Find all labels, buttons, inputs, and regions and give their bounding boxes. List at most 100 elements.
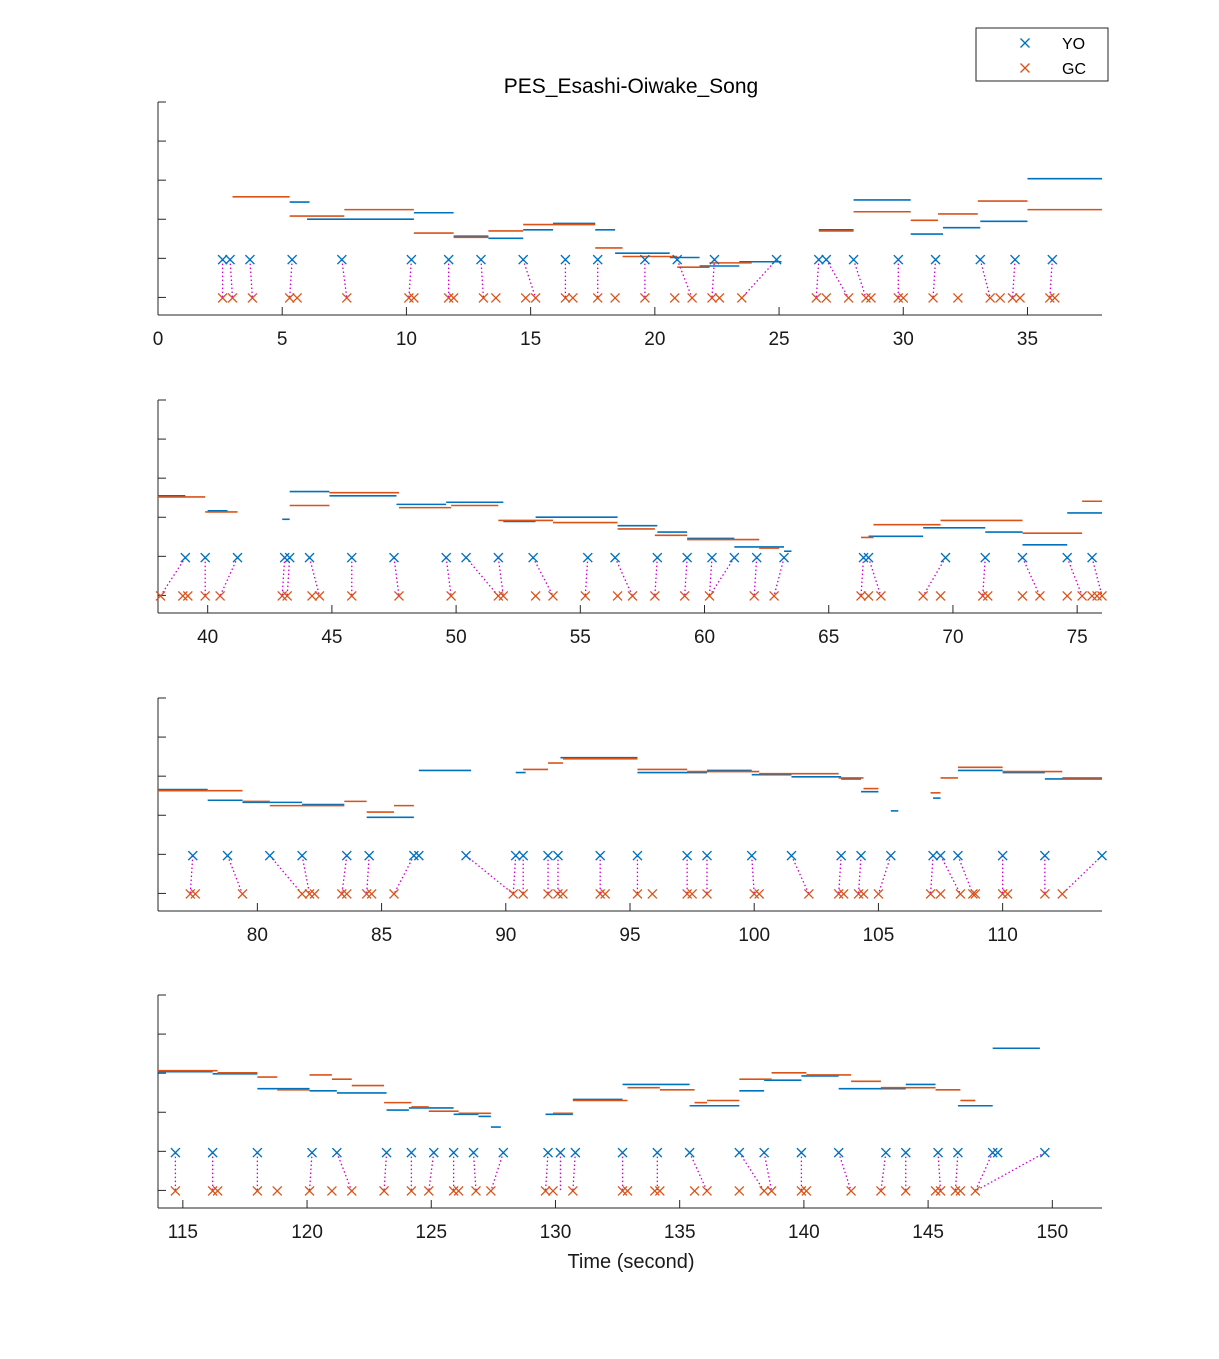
yo-onset-marker — [336, 254, 347, 265]
gc-onset-marker — [950, 1186, 961, 1196]
alignment-link — [522, 259, 537, 299]
gc-onset-marker — [580, 591, 591, 601]
x-tick-label: 80 — [247, 925, 268, 946]
yo-onset-marker — [935, 850, 946, 861]
gc-onset-marker — [304, 1186, 315, 1196]
legend-label-yo: YO — [1062, 36, 1085, 53]
gc-onset-marker — [346, 1186, 357, 1196]
alignment-link — [825, 259, 850, 299]
gc-onset-marker — [736, 293, 747, 303]
gc-onset-marker — [893, 293, 904, 303]
gc-onset-marker — [843, 293, 854, 303]
gc-onset-marker — [935, 591, 946, 601]
gc-onset-marker — [995, 293, 1006, 303]
yo-onset-marker — [448, 1147, 459, 1158]
alignment-link — [957, 855, 974, 895]
yo-onset-marker — [1010, 254, 1021, 265]
alignment-link — [229, 259, 234, 299]
yo-onset-marker — [997, 850, 1008, 861]
alignment-link — [393, 557, 400, 597]
yo-onset-marker — [858, 552, 869, 563]
gc-onset-marker — [557, 889, 568, 899]
gc-onset-marker — [714, 293, 725, 303]
yo-onset-marker — [759, 1147, 770, 1158]
gc-onset-marker — [649, 1186, 660, 1196]
x-tick-label: 105 — [863, 925, 895, 946]
alignment-link — [815, 259, 820, 299]
gc-onset-marker — [873, 889, 884, 899]
alignment-link — [676, 259, 693, 299]
gc-onset-marker — [853, 889, 864, 899]
yo-onset-marker — [170, 1147, 181, 1158]
yo-onset-marker — [180, 552, 191, 563]
panels-layer: 0 5 10 15 20 25 30 35 40 45 50 55 60 65 70 75 80 85 90 95 10… — [153, 101, 1107, 1243]
gc-onset-marker — [1077, 591, 1088, 601]
alignment-link — [684, 557, 688, 597]
gc-onset-marker — [967, 889, 978, 899]
alignment-link — [654, 557, 658, 597]
gc-onset-marker — [485, 1186, 496, 1196]
gc-onset-marker — [935, 1186, 946, 1196]
gc-onset-marker — [796, 1186, 807, 1196]
x-tick-label: 135 — [664, 1222, 696, 1243]
gc-onset-marker — [530, 591, 541, 601]
gc-onset-marker — [190, 889, 201, 899]
gc-onset-marker — [1092, 591, 1102, 601]
yo-onset-marker — [900, 1147, 911, 1158]
yo-onset-marker — [821, 254, 832, 265]
x-tick-label: 140 — [788, 1222, 820, 1243]
alignment-link — [790, 855, 810, 895]
gc-onset-marker — [552, 889, 563, 899]
chart-title: PES_Esashi-Oiwake_Song — [504, 75, 758, 98]
alignment-link — [711, 259, 716, 299]
gc-onset-marker — [361, 889, 372, 899]
yo-onset-marker — [729, 552, 740, 563]
gc-onset-marker — [207, 1186, 218, 1196]
x-axis-label: Time (second) — [567, 1251, 694, 1273]
yo-onset-marker — [980, 552, 991, 563]
alignment-link — [689, 1152, 708, 1192]
alignment-link — [1021, 557, 1041, 597]
gc-onset-marker — [518, 889, 529, 899]
yo-onset-marker — [796, 1147, 807, 1158]
gc-onset-marker — [540, 1186, 551, 1196]
gc-onset-marker — [498, 591, 509, 601]
gc-onset-marker — [803, 889, 814, 899]
gc-onset-marker — [1049, 293, 1060, 303]
gc-onset-marker — [336, 889, 347, 899]
yo-onset-marker — [836, 850, 847, 861]
gc-onset-marker — [669, 293, 680, 303]
gc-onset-marker — [985, 293, 996, 303]
alignment-link — [584, 557, 589, 597]
gc-onset-marker — [595, 889, 606, 899]
alignment-link — [289, 259, 293, 299]
gc-onset-marker — [471, 1186, 481, 1196]
gc-onset-marker — [177, 591, 188, 601]
legend-label-gc: GC — [1062, 61, 1086, 78]
yo-onset-marker — [863, 552, 874, 563]
yo-onset-marker — [217, 254, 228, 265]
gc-onset-marker — [227, 293, 238, 303]
alignment-link — [877, 855, 892, 895]
x-tick-label: 70 — [942, 627, 963, 648]
yo-onset-marker — [592, 254, 603, 265]
gc-onset-marker — [821, 293, 832, 303]
gc-onset-marker — [448, 1186, 459, 1196]
yo-onset-marker — [475, 254, 486, 265]
x-tick-label: 90 — [495, 925, 516, 946]
alignment-link — [445, 557, 452, 597]
gc-onset-marker — [952, 293, 963, 303]
alignment-link — [189, 855, 194, 895]
gc-onset-marker — [702, 1186, 712, 1196]
alignment-link — [753, 557, 758, 597]
gc-onset-marker — [155, 591, 166, 601]
yo-onset-marker — [617, 1147, 628, 1158]
x-tick-label: 110 — [987, 925, 1017, 946]
alignment-link — [773, 557, 785, 597]
alignment-link — [472, 1152, 477, 1192]
alignment-link — [301, 855, 311, 895]
gc-onset-marker — [689, 1186, 700, 1196]
yo-onset-marker — [543, 1147, 553, 1158]
x-tick-label: 60 — [694, 627, 715, 648]
x-tick-label: 30 — [893, 329, 914, 350]
